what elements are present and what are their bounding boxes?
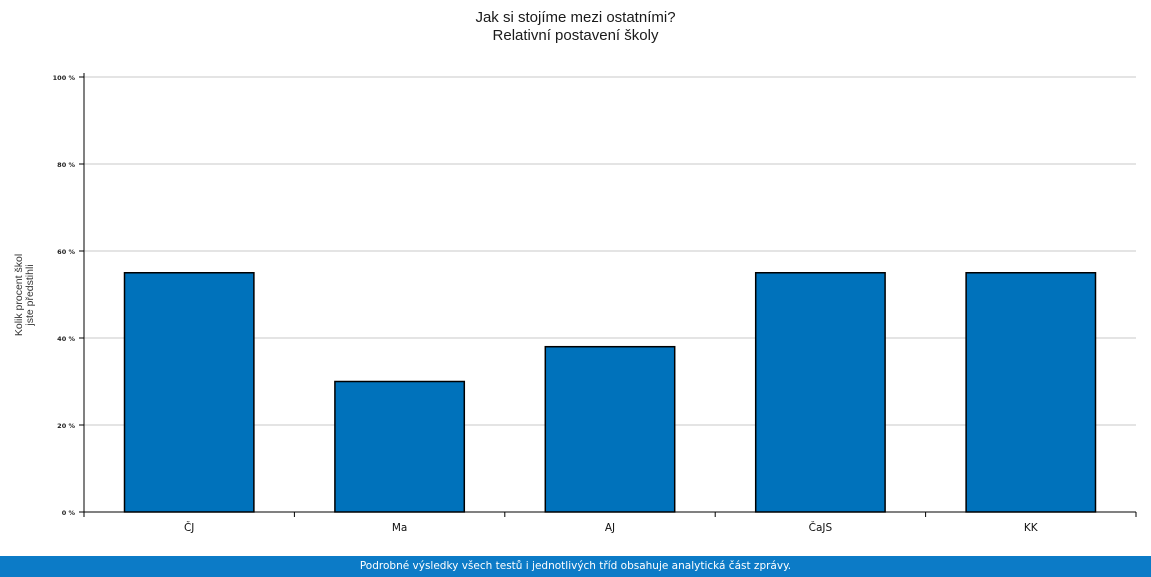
y-tick-label: 0 %	[62, 509, 76, 517]
footer-banner: Podrobné výsledky všech testů i jednotli…	[0, 556, 1151, 577]
y-axis-title: Kolik procent školjste předstihli	[13, 254, 36, 336]
x-tick-label-ČaJS: ČaJS	[809, 521, 833, 534]
x-tick-label-KK: KK	[1024, 522, 1039, 534]
y-tick-label: 60 %	[57, 248, 75, 256]
y-tick-label: 20 %	[57, 422, 75, 430]
bar-ČJ	[125, 273, 254, 512]
bar-Ma	[335, 382, 464, 513]
y-axis-title-line: jste předstihli	[24, 264, 36, 326]
x-tick-label-AJ: AJ	[605, 522, 615, 534]
y-tick-label: 80 %	[57, 161, 75, 169]
bar-ČaJS	[756, 273, 885, 512]
bar-AJ	[545, 347, 674, 512]
bar-KK	[966, 273, 1095, 512]
x-tick-label-Ma: Ma	[392, 522, 408, 534]
y-tick-label: 40 %	[57, 335, 75, 343]
bars	[125, 273, 1096, 512]
y-tick-label: 100 %	[53, 74, 76, 82]
x-tick-label-ČJ: ČJ	[184, 521, 194, 534]
